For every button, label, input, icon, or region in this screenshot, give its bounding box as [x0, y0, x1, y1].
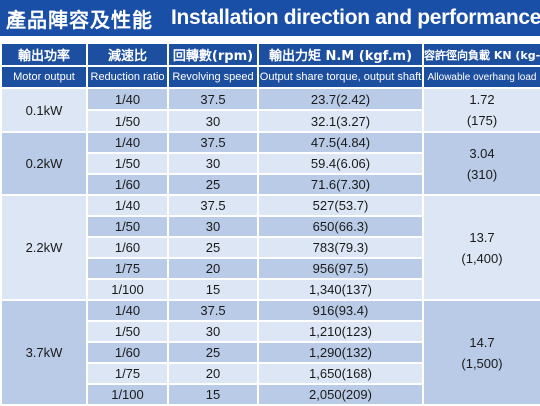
table-row: 1/100 15 2,050(209) [2, 385, 540, 404]
header-load-cn: 容許徑向負載 KN (kg-f) [424, 44, 540, 65]
table-row: 3.7kW 1/40 37.5 916(93.4) 14.7 (1,500) [2, 301, 540, 404]
overhang-load-cell: 3.04 (310) [424, 133, 540, 194]
header-motor-cn: 輸出功率 [2, 44, 86, 65]
speed-cell: 37.5 [169, 196, 257, 215]
ratio-cell: 1/50 [88, 322, 167, 341]
torque-cell: 23.7(2.42) [259, 89, 422, 109]
ratio-cell: 1/40 [88, 133, 167, 152]
ratio-cell: 1/40 [88, 196, 167, 215]
ratio-cell: 1/50 [88, 111, 167, 131]
ratio-cell: 1/100 [88, 385, 167, 404]
header-torque-cn: 輸出力矩 N.M (kgf.m) [259, 44, 422, 65]
speed-cell: 30 [169, 322, 257, 341]
ratio-cell: 1/50 [88, 217, 167, 236]
torque-cell: 916(93.4) [259, 301, 422, 320]
speed-cell: 25 [169, 343, 257, 362]
torque-cell: 71.6(7.30) [259, 175, 422, 194]
torque-cell: 2,050(209) [259, 385, 422, 404]
torque-cell: 650(66.3) [259, 217, 422, 236]
table-row: 1/60 25 1,290(132) [2, 343, 540, 362]
header-row-en: Motor output Reduction ratio Revolving s… [2, 67, 540, 87]
table-row: 1/50 30 32.1(3.27) [2, 111, 540, 131]
header-speed-cn: 回轉數(rpm) [169, 44, 257, 65]
load-kgf-value: (310) [466, 166, 498, 182]
ratio-cell: 1/50 [88, 154, 167, 173]
speed-cell: 20 [169, 259, 257, 278]
table-row: 1/75 20 1,650(168) [2, 364, 540, 383]
load-value: 1.72 [469, 92, 495, 107]
speed-cell: 25 [169, 175, 257, 194]
table-row: 1/50 30 59.4(6.06) [2, 154, 540, 173]
torque-cell: 59.4(6.06) [259, 154, 422, 173]
header-row-cn: 輸出功率 減速比 回轉數(rpm) 輸出力矩 N.M (kgf.m) 容許徑向負… [2, 44, 540, 65]
ratio-cell: 1/75 [88, 259, 167, 278]
page-title-cn: 產品陣容及性能 [6, 7, 153, 32]
speed-cell: 37.5 [169, 133, 257, 152]
torque-cell: 1,650(168) [259, 364, 422, 383]
torque-cell: 1,340(137) [259, 280, 422, 299]
speed-cell: 20 [169, 364, 257, 383]
header-motor-en: Motor output [2, 67, 86, 87]
performance-table: 輸出功率 減速比 回轉數(rpm) 輸出力矩 N.M (kgf.m) 容許徑向負… [0, 42, 540, 406]
header-ratio-en: Reduction ratio [88, 67, 167, 87]
table-header: 輸出功率 減速比 回轉數(rpm) 輸出力矩 N.M (kgf.m) 容許徑向負… [2, 44, 540, 87]
table-row: 1/60 25 783(79.3) [2, 238, 540, 257]
load-kgf-value: (1,400) [461, 250, 503, 266]
overhang-load-cell: 1.72 (175) [424, 89, 540, 131]
motor-output-cell: 0.2kW [2, 133, 86, 194]
torque-cell: 47.5(4.84) [259, 133, 422, 152]
speed-cell: 37.5 [169, 89, 257, 109]
speed-cell: 37.5 [169, 301, 257, 320]
table-row: 0.2kW 1/40 37.5 47.5(4.84) 3.04 (310) [2, 133, 540, 194]
overhang-load-cell: 14.7 (1,500) [424, 301, 540, 404]
load-value: 13.7 [469, 229, 495, 245]
speed-cell: 15 [169, 385, 257, 404]
table-row: 0.1kW 1/40 37.5 23.7(2.42) 1.72 (175) [2, 89, 540, 131]
torque-cell: 1,290(132) [259, 343, 422, 362]
table-row: 1/75 20 956(97.5) [2, 259, 540, 278]
motor-output-cell: 3.7kW [2, 301, 86, 404]
title-bar: 產品陣容及性能 Installation direction and perfo… [0, 0, 540, 36]
ratio-cell: 1/60 [88, 238, 167, 257]
page-title-en: Installation direction and performance [171, 6, 540, 29]
ratio-cell: 1/60 [88, 343, 167, 362]
table-row: 1/100 15 1,340(137) [2, 280, 540, 299]
header-load-en: Allowable overhang load [424, 67, 540, 87]
table-row: 1/60 25 71.6(7.30) [2, 175, 540, 194]
table-row: 2.2kW 1/40 37.5 527(53.7) 13.7 (1,400) [2, 196, 540, 299]
motor-output-cell: 0.1kW [2, 89, 86, 131]
table-row: 1/50 30 650(66.3) [2, 217, 540, 236]
header-speed-en: Revolving speed [169, 67, 257, 87]
torque-cell: 1,210(123) [259, 322, 422, 341]
header-torque-en: Output share torque, output shaft [259, 67, 422, 87]
ratio-cell: 1/100 [88, 280, 167, 299]
torque-cell: 527(53.7) [259, 196, 422, 215]
speed-cell: 25 [169, 238, 257, 257]
torque-cell: 783(79.3) [259, 238, 422, 257]
table-row: 1/50 30 1,210(123) [2, 322, 540, 341]
torque-cell: 32.1(3.27) [259, 111, 422, 131]
table-body: 0.1kW 1/40 37.5 23.7(2.42) 1.72 (175) 1/… [2, 89, 540, 404]
speed-cell: 30 [169, 154, 257, 173]
motor-output-cell: 2.2kW [2, 196, 86, 299]
load-kgf-value: (175) [466, 113, 498, 128]
speed-cell: 30 [169, 217, 257, 236]
header-ratio-cn: 減速比 [88, 44, 167, 65]
load-kgf-value: (1,500) [461, 355, 503, 371]
speed-cell: 15 [169, 280, 257, 299]
ratio-cell: 1/40 [88, 301, 167, 320]
overhang-load-cell: 13.7 (1,400) [424, 196, 540, 299]
torque-cell: 956(97.5) [259, 259, 422, 278]
ratio-cell: 1/60 [88, 175, 167, 194]
ratio-cell: 1/75 [88, 364, 167, 383]
ratio-cell: 1/40 [88, 89, 167, 109]
speed-cell: 30 [169, 111, 257, 131]
load-value: 14.7 [469, 334, 495, 350]
load-value: 3.04 [469, 145, 495, 161]
